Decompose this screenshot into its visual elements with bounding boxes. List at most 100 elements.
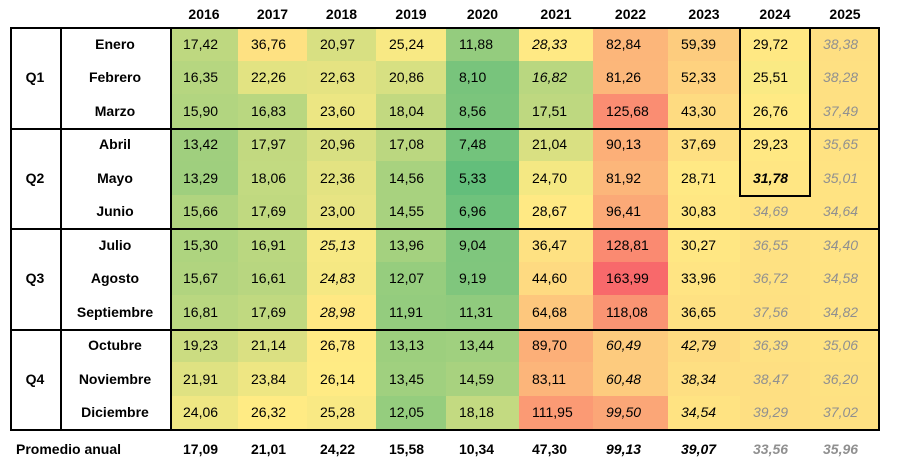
summary-value: 15,58 bbox=[389, 441, 425, 457]
month-label: Agosto bbox=[90, 270, 140, 287]
actuals-box-top bbox=[740, 27, 811, 29]
data-cell: 17,97 bbox=[238, 127, 307, 161]
data-cell: 81,92 bbox=[593, 161, 668, 195]
data-cell: 28,98 bbox=[307, 295, 376, 329]
data-cell: 52,33 bbox=[668, 60, 740, 94]
data-cell: 8,56 bbox=[446, 94, 519, 128]
column-header-2016: 2016 bbox=[188, 5, 220, 22]
data-cell: 20,86 bbox=[376, 60, 446, 94]
quarter-separator bbox=[10, 328, 880, 331]
table-border-top bbox=[10, 27, 880, 29]
column-header-2022: 2022 bbox=[614, 5, 647, 22]
data-cell: 22,36 bbox=[307, 161, 376, 195]
data-cell: 25,24 bbox=[376, 27, 446, 61]
summary-value: 10,34 bbox=[459, 441, 495, 457]
data-cell: 15,66 bbox=[170, 194, 238, 228]
data-cell: 24,06 bbox=[170, 395, 238, 429]
data-cell: 20,97 bbox=[307, 27, 376, 61]
month-label: Septiembre bbox=[76, 303, 154, 320]
column-header-2025: 2025 bbox=[829, 5, 861, 22]
data-cell: 13,29 bbox=[170, 161, 238, 195]
data-cell: 125,68 bbox=[593, 94, 668, 128]
data-cell: 13,42 bbox=[170, 127, 238, 161]
data-cell: 26,76 bbox=[740, 94, 810, 128]
data-cell: 37,69 bbox=[668, 127, 740, 161]
data-cell: 64,68 bbox=[519, 295, 593, 329]
summary-value: 24,22 bbox=[320, 441, 356, 457]
data-cell: 34,69 bbox=[740, 194, 810, 228]
data-cell: 36,55 bbox=[740, 228, 810, 262]
data-cell: 16,81 bbox=[170, 295, 238, 329]
data-cell: 31,78 bbox=[740, 161, 810, 195]
data-cell: 59,39 bbox=[668, 27, 740, 61]
summary-value: 17,09 bbox=[183, 441, 219, 457]
data-cell: 5,33 bbox=[446, 161, 519, 195]
quarter-label: Q1 bbox=[25, 69, 45, 86]
data-cell: 25,28 bbox=[307, 395, 376, 429]
data-cell: 13,96 bbox=[376, 228, 446, 262]
data-cell: 35,06 bbox=[810, 328, 880, 362]
data-cell: 18,18 bbox=[446, 395, 519, 429]
data-cell: 23,00 bbox=[307, 194, 376, 228]
data-cell: 17,69 bbox=[238, 295, 307, 329]
data-cell: 90,13 bbox=[593, 127, 668, 161]
data-cell: 16,61 bbox=[238, 261, 307, 295]
summary-value: 47,30 bbox=[532, 441, 568, 457]
month-label: Enero bbox=[95, 35, 135, 52]
data-cell: 89,70 bbox=[519, 328, 593, 362]
table-border-bottom bbox=[10, 429, 880, 431]
data-cell: 18,04 bbox=[376, 94, 446, 128]
data-cell: 35,65 bbox=[810, 127, 880, 161]
quarter-column-divider bbox=[60, 27, 62, 431]
data-cell: 17,08 bbox=[376, 127, 446, 161]
data-cell: 34,54 bbox=[668, 395, 740, 429]
data-cell: 21,91 bbox=[170, 362, 238, 396]
data-cell: 11,31 bbox=[446, 295, 519, 329]
data-cell: 37,02 bbox=[810, 395, 880, 429]
data-cell: 34,40 bbox=[810, 228, 880, 262]
data-cell: 17,42 bbox=[170, 27, 238, 61]
month-label: Junio bbox=[96, 203, 134, 220]
actuals-box-left bbox=[739, 27, 741, 197]
quarter-label: Q4 bbox=[25, 370, 45, 387]
month-label: Octubre bbox=[88, 337, 142, 354]
data-cell: 36,65 bbox=[668, 295, 740, 329]
data-cell: 16,91 bbox=[238, 228, 307, 262]
data-cell: 13,13 bbox=[376, 328, 446, 362]
data-cell: 39,29 bbox=[740, 395, 810, 429]
data-cell: 19,23 bbox=[170, 328, 238, 362]
data-cell: 111,95 bbox=[519, 395, 593, 429]
column-header-2017: 2017 bbox=[256, 5, 289, 22]
quarter-label: Q3 bbox=[25, 270, 45, 287]
summary-value: 39,07 bbox=[681, 441, 717, 457]
summary-value: 35,96 bbox=[823, 441, 859, 457]
data-cell: 22,63 bbox=[307, 60, 376, 94]
data-cell: 12,05 bbox=[376, 395, 446, 429]
data-cell: 16,83 bbox=[238, 94, 307, 128]
month-label: Marzo bbox=[94, 102, 136, 119]
data-cell: 96,41 bbox=[593, 194, 668, 228]
data-cell: 29,23 bbox=[740, 127, 810, 161]
month-label: Abril bbox=[99, 136, 131, 153]
data-cell: 30,27 bbox=[668, 228, 740, 262]
column-header-2019: 2019 bbox=[395, 5, 427, 22]
data-cell: 18,06 bbox=[238, 161, 307, 195]
data-cell: 17,51 bbox=[519, 94, 593, 128]
data-cell: 21,04 bbox=[519, 127, 593, 161]
summary-value: 99,13 bbox=[606, 441, 642, 457]
data-cell: 28,67 bbox=[519, 194, 593, 228]
column-header-2020: 2020 bbox=[466, 5, 499, 22]
data-cell: 14,55 bbox=[376, 194, 446, 228]
data-cell: 30,83 bbox=[668, 194, 740, 228]
data-cell: 60,49 bbox=[593, 328, 668, 362]
data-cell: 8,10 bbox=[446, 60, 519, 94]
data-cell: 44,60 bbox=[519, 261, 593, 295]
summary-value: 33,56 bbox=[753, 441, 789, 457]
data-cell: 37,56 bbox=[740, 295, 810, 329]
data-cell: 28,33 bbox=[519, 27, 593, 61]
data-cell: 14,56 bbox=[376, 161, 446, 195]
data-cell: 16,82 bbox=[519, 60, 593, 94]
data-cell: 34,64 bbox=[810, 194, 880, 228]
data-cell: 35,01 bbox=[810, 161, 880, 195]
